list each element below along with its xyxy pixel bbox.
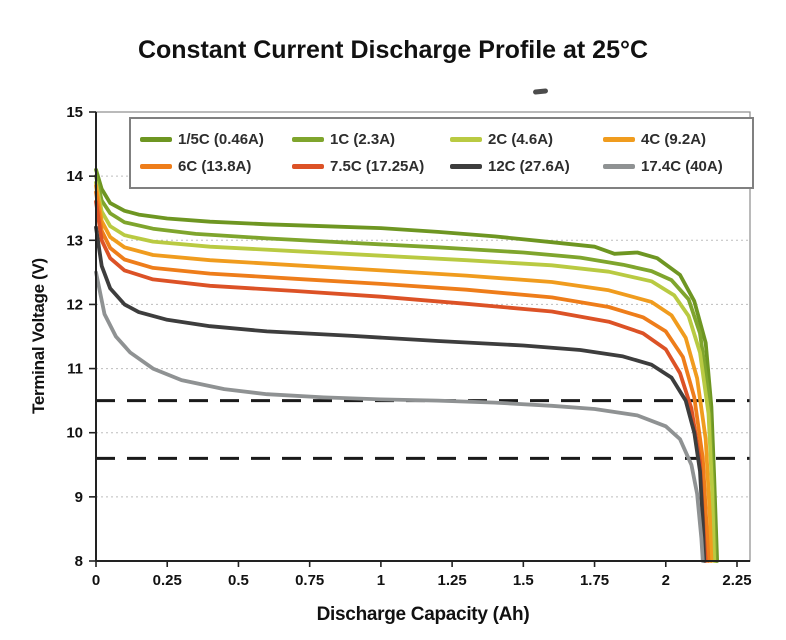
legend-swatch-line [450, 137, 482, 142]
series-curve [94, 190, 711, 563]
legend-label: 1C (2.3A) [330, 131, 396, 148]
legend-label: 17.4C (40A) [641, 158, 723, 175]
y-tick-label: 9 [75, 489, 83, 506]
x-tick-label: 2 [662, 572, 670, 589]
legend-item: 1/5C (0.46A) [140, 131, 292, 148]
x-axis-label: Discharge Capacity (Ah) [316, 604, 530, 625]
x-tick-label: 2.25 [722, 572, 751, 589]
series-curve [94, 167, 719, 563]
y-tick-label: 12 [66, 296, 83, 313]
y-tick-label: 10 [66, 425, 83, 442]
legend-label: 12C (27.6A) [488, 158, 570, 175]
x-tick-label: 1.5 [513, 572, 534, 589]
legend-item: 7.5C (17.25A) [292, 158, 450, 175]
y-tick-label: 14 [66, 168, 83, 185]
y-tick-label: 15 [66, 104, 83, 121]
legend-label: 6C (13.8A) [178, 158, 252, 175]
legend: 1/5C (0.46A) 1C (2.3A) 2C (4.6A) 4C (9.2A) 6… [129, 117, 754, 189]
legend-label: 4C (9.2A) [641, 131, 707, 148]
x-tick-label: 1.75 [580, 572, 609, 589]
legend-item: 12C (27.6A) [450, 158, 603, 175]
x-tick-label: 1.25 [438, 572, 467, 589]
legend-item: 17.4C (40A) [603, 158, 752, 175]
y-tick-label: 13 [66, 232, 83, 249]
legend-swatch-line [603, 137, 635, 142]
legend-item: 1C (2.3A) [292, 131, 450, 148]
series-curve [94, 174, 718, 563]
legend-swatch-line [603, 164, 635, 169]
legend-swatch-line [292, 137, 324, 142]
legend-label: 1/5C (0.46A) [178, 131, 264, 148]
series-curve [94, 225, 707, 563]
legend-item: 6C (13.8A) [140, 158, 292, 175]
y-tick-label: 8 [75, 553, 83, 570]
legend-swatch-line [140, 137, 172, 142]
legend-swatch-line [140, 164, 172, 169]
y-tick-label: 11 [67, 361, 83, 378]
x-tick-label: 0.75 [295, 572, 324, 589]
series-curve [94, 270, 705, 563]
y-axis-label: Terminal Voltage (V) [29, 258, 48, 414]
x-tick-label: 0.25 [153, 572, 182, 589]
legend-item: 4C (9.2A) [603, 131, 752, 148]
legend-label: 7.5C (17.25A) [330, 158, 425, 175]
chart-title: Constant Current Discharge Profile at 25… [137, 36, 649, 64]
x-tick-label: 1 [377, 572, 385, 589]
legend-swatch-line [450, 164, 482, 169]
series-curve [94, 180, 717, 563]
x-tick-label: 0 [92, 572, 100, 589]
x-tick-label: 0.5 [228, 572, 249, 589]
series-curve [94, 199, 708, 563]
legend-swatch-line [292, 164, 324, 169]
series-curve [94, 183, 714, 563]
legend-label: 2C (4.6A) [488, 131, 554, 148]
legend-item: 2C (4.6A) [450, 131, 603, 148]
